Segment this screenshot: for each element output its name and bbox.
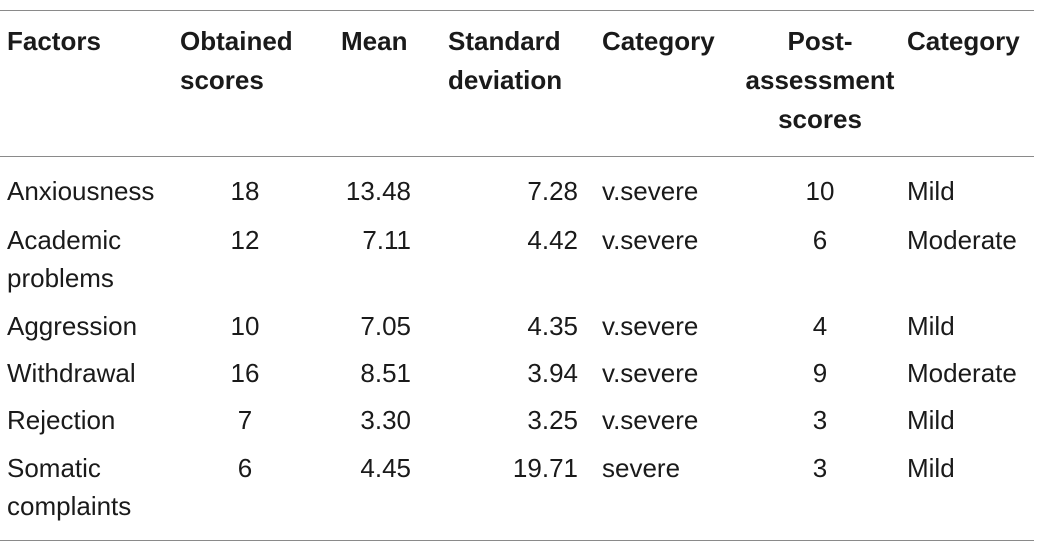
cell-category: v.severe — [602, 176, 699, 206]
header-category-post: Category — [907, 26, 1020, 56]
cell-standard-deviation: 3.25 — [527, 405, 578, 435]
cell-factor: Rejection — [7, 405, 116, 435]
cell-obtained-score: 18 — [230, 176, 260, 206]
cell-obtained-score: 16 — [230, 358, 260, 388]
cell-category: v.severe — [602, 311, 699, 341]
cell-category: v.severe — [602, 358, 699, 388]
cell-post-category: Mild — [907, 176, 955, 206]
cell-post-category: Moderate — [907, 225, 1017, 255]
cell-obtained-score: 12 — [230, 225, 260, 255]
cell-standard-deviation: 3.94 — [527, 358, 578, 388]
cell-factor: Anxiousness — [7, 176, 155, 206]
cell-post-category: Mild — [907, 453, 955, 483]
cell-post-assessment-score: 3 — [812, 405, 828, 435]
header-category: Category — [602, 26, 715, 56]
cell-standard-deviation: 4.42 — [527, 225, 578, 255]
table-bottom-rule — [0, 540, 1034, 541]
cell-standard-deviation: 7.28 — [527, 176, 578, 206]
cell-mean: 13.48 — [345, 176, 411, 206]
table-top-rule — [0, 10, 1034, 11]
cell-category: v.severe — [602, 405, 699, 435]
cell-standard-deviation: 19.71 — [512, 453, 578, 483]
cell-category: severe — [602, 453, 681, 483]
cell-post-category: Mild — [907, 405, 955, 435]
cell-mean: 7.11 — [362, 225, 411, 255]
table-header-rule — [0, 156, 1034, 157]
cell-post-assessment-score: 6 — [812, 225, 828, 255]
cell-post-category: Mild — [907, 311, 955, 341]
cell-obtained-score: 6 — [237, 453, 253, 483]
cell-factor: Somatic complaints — [7, 453, 132, 521]
cell-factor: Aggression — [7, 311, 138, 341]
cell-factor: Withdrawal — [7, 358, 136, 388]
cell-mean: 4.45 — [360, 453, 411, 483]
cell-obtained-score: 10 — [230, 311, 260, 341]
cell-post-assessment-score: 4 — [812, 311, 828, 341]
cell-obtained-score: 7 — [237, 405, 253, 435]
header-factors: Factors — [7, 26, 101, 56]
header-standard-deviation: Standard deviation — [448, 26, 563, 95]
cell-standard-deviation: 4.35 — [527, 311, 578, 341]
cell-post-assessment-score: 10 — [805, 176, 835, 206]
cell-factor: Academic problems — [7, 225, 122, 293]
cell-post-assessment-score: 9 — [812, 358, 828, 388]
cell-mean: 7.05 — [360, 311, 411, 341]
cell-mean: 3.30 — [360, 405, 411, 435]
header-obtained-scores: Obtained scores — [180, 26, 293, 95]
cell-mean: 8.51 — [360, 358, 411, 388]
header-post-assessment-scores: Post- assessment scores — [745, 26, 895, 134]
cell-category: v.severe — [602, 225, 699, 255]
header-mean: Mean — [341, 26, 408, 56]
cell-post-assessment-score: 3 — [812, 453, 828, 483]
cell-post-category: Moderate — [907, 358, 1017, 388]
